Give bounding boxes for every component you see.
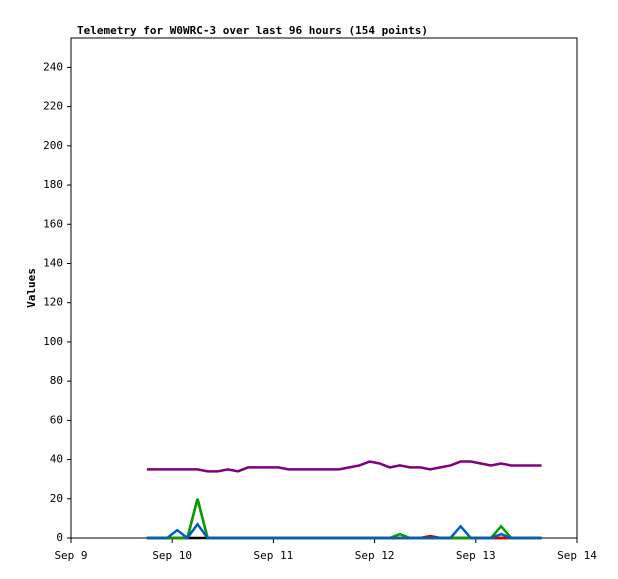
y-tick-label: 40 [50, 453, 63, 466]
x-tick-label: Sep 12 [355, 549, 395, 562]
y-tick-label: 80 [50, 374, 63, 387]
y-axis-label: Values [25, 268, 38, 308]
x-tick-label: Sep 10 [152, 549, 192, 562]
y-tick-label: 140 [43, 256, 63, 269]
y-tick-label: 100 [43, 335, 63, 348]
series-line [146, 460, 542, 473]
y-tick-label: 180 [43, 178, 63, 191]
x-tick-label: Sep 13 [456, 549, 496, 562]
x-tick-label: Sep 14 [557, 549, 597, 562]
y-tick-label: 20 [50, 492, 63, 505]
chart-title: Telemetry for W0WRC-3 over last 96 hours… [77, 24, 428, 37]
y-tick-label: 60 [50, 413, 63, 426]
y-tick-label: 240 [43, 60, 63, 73]
series-line [146, 522, 542, 540]
y-tick-label: 200 [43, 139, 63, 152]
y-tick-label: 0 [56, 531, 63, 544]
x-tick-label: Sep 11 [254, 549, 294, 562]
x-tick-label: Sep 9 [54, 549, 87, 562]
y-tick-label: 120 [43, 296, 63, 309]
y-tick-label: 160 [43, 217, 63, 230]
y-tick-label: 220 [43, 100, 63, 113]
